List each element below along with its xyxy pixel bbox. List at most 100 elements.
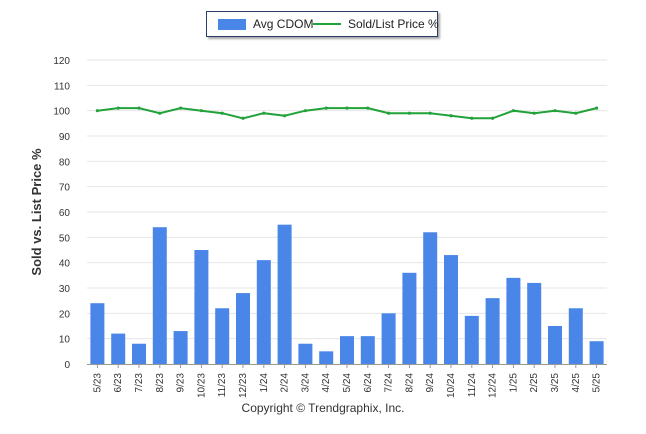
bar[interactable]: [423, 232, 438, 364]
line-point[interactable]: [407, 111, 411, 115]
bar[interactable]: [173, 331, 188, 364]
y-axis-label: Sold vs. List Price %: [29, 148, 44, 276]
x-tick-label: 3/25: [550, 373, 561, 393]
y-tick-label: 30: [59, 284, 71, 295]
y-tick-label: 40: [59, 259, 71, 270]
y-tick-label: 110: [54, 81, 70, 92]
x-tick-label: 6/24: [363, 373, 374, 393]
bar[interactable]: [464, 315, 479, 364]
x-tick-label: 5/24: [342, 373, 353, 393]
bar[interactable]: [485, 298, 500, 364]
x-tick-label: 6/23: [113, 373, 124, 393]
bar[interactable]: [132, 343, 146, 364]
line-point[interactable]: [241, 116, 245, 120]
line-point[interactable]: [220, 111, 224, 115]
line-point[interactable]: [366, 106, 370, 110]
bar[interactable]: [381, 313, 396, 364]
bar[interactable]: [319, 351, 334, 364]
bar[interactable]: [194, 250, 209, 364]
x-tick-label: 10/23: [196, 373, 207, 398]
line-point[interactable]: [95, 109, 99, 113]
line-point[interactable]: [262, 111, 266, 115]
x-tick-label: 3/24: [300, 373, 311, 393]
line-point[interactable]: [179, 106, 183, 110]
x-axis-ticks: 5/23 6/23 7/23 8/23 9/23 10/23 11/23 12/23 1/24 2…: [92, 364, 603, 398]
x-tick-label: 7/23: [134, 373, 145, 393]
line-point[interactable]: [283, 114, 287, 118]
line-series: [95, 106, 599, 120]
line-point[interactable]: [553, 109, 557, 113]
legend-swatch-bar: [218, 18, 246, 30]
bar[interactable]: [444, 255, 458, 364]
bar-series: [90, 224, 604, 364]
y-axis-ticks: 0 10 20 30 40 50 60 70 80 90 100 110 120: [53, 56, 70, 371]
line-point[interactable]: [449, 114, 453, 118]
line-point[interactable]: [345, 106, 349, 110]
bar[interactable]: [236, 293, 250, 364]
bar[interactable]: [340, 336, 354, 364]
line-point[interactable]: [303, 109, 307, 113]
y-tick-label: 70: [59, 183, 71, 194]
line-point[interactable]: [532, 111, 536, 115]
y-tick-label: 20: [59, 309, 71, 320]
legend-swatch-line: [313, 23, 341, 25]
x-tick-label: 8/23: [155, 373, 166, 393]
bar[interactable]: [256, 260, 271, 364]
copyright-footer: Copyright © Trendgraphix, Inc.: [241, 401, 405, 415]
bar[interactable]: [215, 308, 230, 364]
x-tick-label: 4/24: [321, 373, 332, 393]
bar[interactable]: [152, 227, 167, 364]
x-tick-label: 8/24: [404, 373, 415, 393]
y-tick-label: 0: [64, 360, 70, 371]
x-tick-label: 12/23: [238, 373, 249, 398]
x-tick-label: 5/25: [592, 373, 603, 393]
bar[interactable]: [90, 303, 105, 364]
x-tick-label: 9/23: [176, 373, 187, 393]
x-tick-label: 5/23: [92, 373, 103, 393]
line-point[interactable]: [199, 109, 203, 113]
x-tick-label: 4/25: [571, 373, 582, 393]
bar[interactable]: [111, 333, 126, 364]
y-tick-label: 10: [59, 335, 71, 346]
line-point[interactable]: [470, 116, 474, 120]
bar[interactable]: [360, 336, 375, 364]
x-tick-label: 12/24: [488, 373, 499, 398]
y-tick-label: 100: [53, 107, 70, 118]
line-point[interactable]: [387, 111, 391, 115]
legend-label: Avg CDOM: [253, 17, 314, 31]
line-point[interactable]: [158, 111, 162, 115]
line-point[interactable]: [491, 116, 495, 120]
x-tick-label: 7/24: [384, 373, 395, 393]
line-point[interactable]: [324, 106, 328, 110]
y-tick-label: 60: [59, 208, 71, 219]
x-tick-label: 1/24: [259, 373, 270, 393]
y-tick-label: 50: [59, 233, 71, 244]
x-tick-label: 9/24: [425, 373, 436, 393]
legend-item-avg-cdom[interactable]: Avg CDOM: [218, 12, 313, 36]
y-tick-label: 90: [59, 132, 71, 143]
bar[interactable]: [298, 343, 313, 364]
x-tick-label: 10/24: [446, 373, 457, 398]
bar[interactable]: [402, 272, 417, 364]
legend-item-sold-list-price[interactable]: Sold/List Price %: [313, 12, 439, 36]
x-tick-label: 2/25: [529, 373, 540, 393]
bar[interactable]: [568, 308, 583, 364]
legend-label: Sold/List Price %: [348, 17, 439, 31]
x-tick-label: 2/24: [280, 373, 291, 393]
line-point[interactable]: [137, 106, 141, 110]
line-point[interactable]: [116, 106, 120, 110]
bar[interactable]: [277, 224, 292, 364]
line-point[interactable]: [428, 111, 432, 115]
line-point[interactable]: [511, 109, 515, 113]
x-tick-label: 11/24: [467, 373, 478, 398]
y-tick-label: 120: [53, 56, 70, 67]
bar[interactable]: [589, 341, 604, 364]
bar[interactable]: [506, 277, 521, 364]
bar[interactable]: [527, 282, 542, 364]
line-point[interactable]: [574, 111, 578, 115]
y-tick-label: 80: [59, 157, 71, 168]
bar[interactable]: [548, 326, 562, 364]
line-point[interactable]: [595, 106, 599, 110]
legend: Avg CDOM Sold/List Price %: [206, 11, 439, 37]
